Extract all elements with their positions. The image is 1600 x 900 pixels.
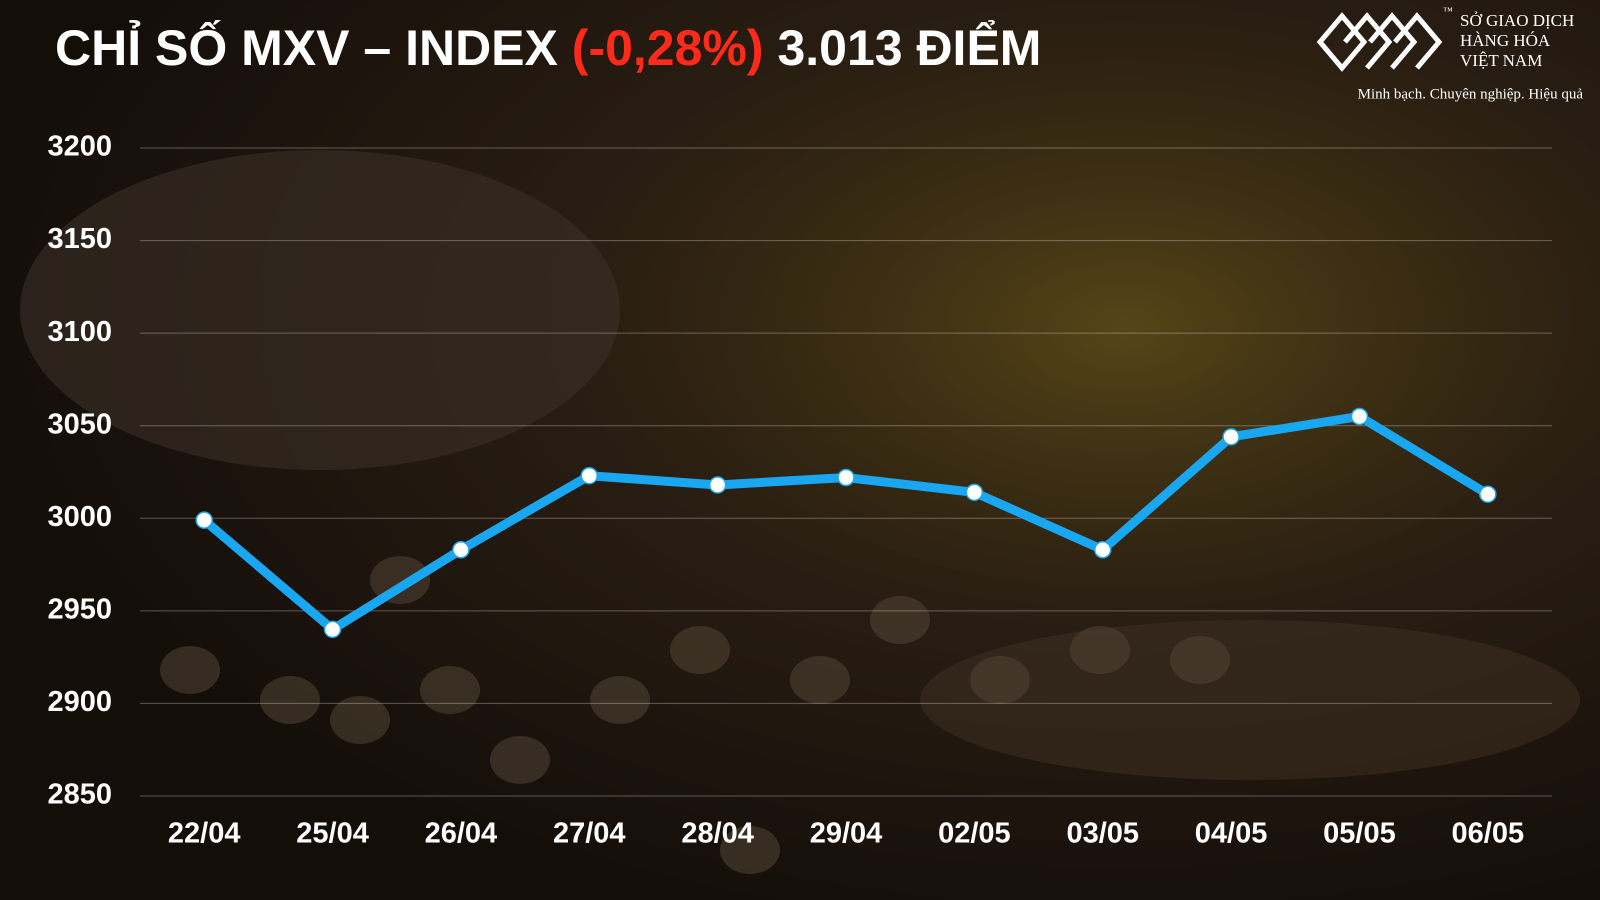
data-point	[323, 620, 342, 639]
brand-name: SỞ GIAO DỊCH	[1460, 11, 1574, 30]
title-main: CHỈ SỐ MXV – INDEX	[55, 19, 558, 76]
data-point	[1350, 407, 1369, 426]
x-tick-label: 28/04	[681, 818, 754, 850]
data-point	[195, 511, 213, 529]
x-tick-label: 22/04	[168, 818, 241, 850]
y-tick-label: 3100	[47, 316, 112, 348]
x-tick-label: 25/04	[296, 818, 369, 850]
y-tick-label: 3000	[47, 501, 112, 533]
brand-logo	[1316, 12, 1443, 72]
data-point	[1222, 428, 1240, 446]
title-change: (-0,28%)	[572, 20, 764, 76]
data-point	[452, 541, 470, 559]
x-tick-label: 05/05	[1323, 818, 1396, 850]
data-point	[580, 466, 599, 485]
x-tick-label: 29/04	[810, 818, 883, 850]
data-point	[1093, 541, 1112, 559]
y-tick-label: 3050	[47, 408, 112, 440]
y-tick-label: 2850	[47, 779, 112, 811]
brand-slogan: Minh bạch. Chuyên nghiệp. Hiệu quả	[1358, 86, 1584, 102]
x-tick-label: 03/05	[1066, 818, 1139, 850]
x-tick-label: 06/05	[1452, 818, 1525, 850]
brand-trademark: ™	[1443, 6, 1453, 17]
data-point	[965, 483, 984, 502]
x-tick-label: 04/05	[1195, 818, 1268, 850]
data-point	[837, 468, 855, 487]
data-point	[708, 476, 727, 494]
data-point	[1479, 485, 1497, 503]
y-tick-label: 2900	[47, 686, 112, 718]
y-tick-label: 2950	[47, 594, 112, 626]
brand-name: HÀNG HÓA	[1460, 31, 1551, 50]
brand-name: VIỆT NAM	[1460, 51, 1542, 70]
x-tick-label: 27/04	[553, 818, 626, 850]
title-level: 3.013 ĐIỂM	[777, 20, 1041, 76]
chart-title: CHỈ SỐ MXV – INDEX (-0,28%) 3.013 ĐIỂM	[55, 19, 1041, 76]
x-tick-label: 26/04	[425, 818, 498, 850]
y-tick-label: 3200	[47, 131, 112, 163]
y-tick-label: 3150	[47, 223, 112, 255]
x-tick-label: 02/05	[938, 818, 1011, 850]
